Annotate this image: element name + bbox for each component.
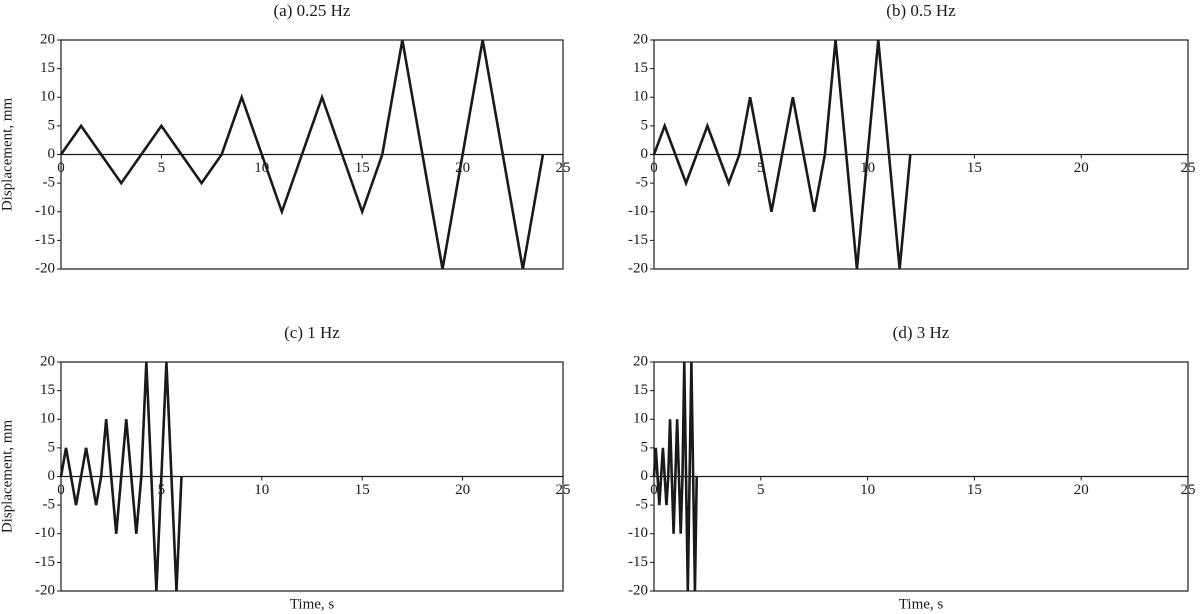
y-tick-label: -10	[35, 203, 55, 219]
x-tick-label: 20	[455, 482, 470, 498]
data-line	[652, 361, 699, 592]
y-tick-label: -5	[636, 175, 649, 191]
y-tick-label: 10	[633, 89, 648, 105]
x-tick-label: 15	[967, 482, 982, 498]
y-tick-label: 15	[40, 60, 55, 76]
x-axis-label: Time, s	[899, 596, 944, 612]
chart-title: (a) 0.25 Hz	[274, 1, 351, 20]
y-tick-label: -15	[35, 232, 55, 248]
x-tick-label: 25	[1181, 482, 1196, 498]
x-tick-label: 10	[254, 482, 269, 498]
y-tick-label: 10	[633, 411, 648, 427]
y-tick-label: 5	[48, 117, 56, 133]
y-tick-label: 20	[40, 31, 55, 47]
x-tick-label: 0	[57, 482, 65, 498]
y-tick-label: 15	[633, 382, 648, 398]
x-tick-label: 20	[1074, 160, 1089, 176]
data-line	[59, 361, 183, 592]
x-tick-label: 25	[556, 160, 571, 176]
y-tick-label: 10	[40, 89, 55, 105]
x-tick-label: 15	[355, 482, 370, 498]
y-tick-label: -20	[628, 260, 648, 276]
x-tick-label: 15	[355, 160, 370, 176]
y-tick-label: 0	[641, 146, 649, 162]
y-tick-label: -10	[628, 203, 648, 219]
x-tick-label: 0	[650, 482, 658, 498]
chart-title: (c) 1 Hz	[284, 323, 340, 342]
x-axis-label: Time, s	[290, 596, 335, 612]
x-tick-label: 20	[455, 160, 470, 176]
y-tick-label: 15	[40, 382, 55, 398]
y-tick-label: 0	[48, 146, 56, 162]
x-tick-label: 10	[860, 482, 875, 498]
y-tick-label: -5	[43, 497, 56, 513]
y-tick-label: 0	[48, 468, 56, 484]
y-tick-label: -15	[35, 554, 55, 570]
x-tick-label: 5	[757, 482, 765, 498]
y-tick-label: -20	[628, 582, 648, 598]
y-tick-label: -10	[628, 525, 648, 541]
x-tick-label: 5	[158, 160, 166, 176]
x-tick-label: 0	[57, 160, 65, 176]
y-tick-label: 15	[633, 60, 648, 76]
y-tick-label: 0	[641, 468, 649, 484]
data-line	[59, 39, 545, 270]
y-tick-label: -20	[35, 260, 55, 276]
data-line	[652, 39, 912, 270]
y-tick-label: 20	[40, 353, 55, 369]
y-tick-label: -15	[628, 554, 648, 570]
y-tick-label: -5	[43, 175, 56, 191]
y-tick-label: 20	[633, 353, 648, 369]
y-tick-label: 5	[48, 439, 56, 455]
y-tick-label: -20	[35, 582, 55, 598]
chart-title: (b) 0.5 Hz	[886, 1, 956, 20]
y-tick-label: 20	[633, 31, 648, 47]
y-tick-label: 10	[40, 411, 55, 427]
x-tick-label: 0	[650, 160, 658, 176]
y-tick-label: -10	[35, 525, 55, 541]
y-tick-label: 5	[641, 439, 649, 455]
y-tick-label: -5	[636, 497, 649, 513]
x-tick-label: 15	[967, 160, 982, 176]
x-tick-label: 20	[1074, 482, 1089, 498]
x-tick-label: 25	[556, 482, 571, 498]
x-tick-label: 25	[1181, 160, 1196, 176]
y-axis-label: Displacement, mm	[0, 420, 15, 534]
x-tick-label: 5	[757, 160, 765, 176]
y-axis-label: Displacement, mm	[0, 98, 15, 212]
y-tick-label: -15	[628, 232, 648, 248]
y-tick-label: 5	[641, 117, 649, 133]
chart-title: (d) 3 Hz	[893, 323, 950, 342]
